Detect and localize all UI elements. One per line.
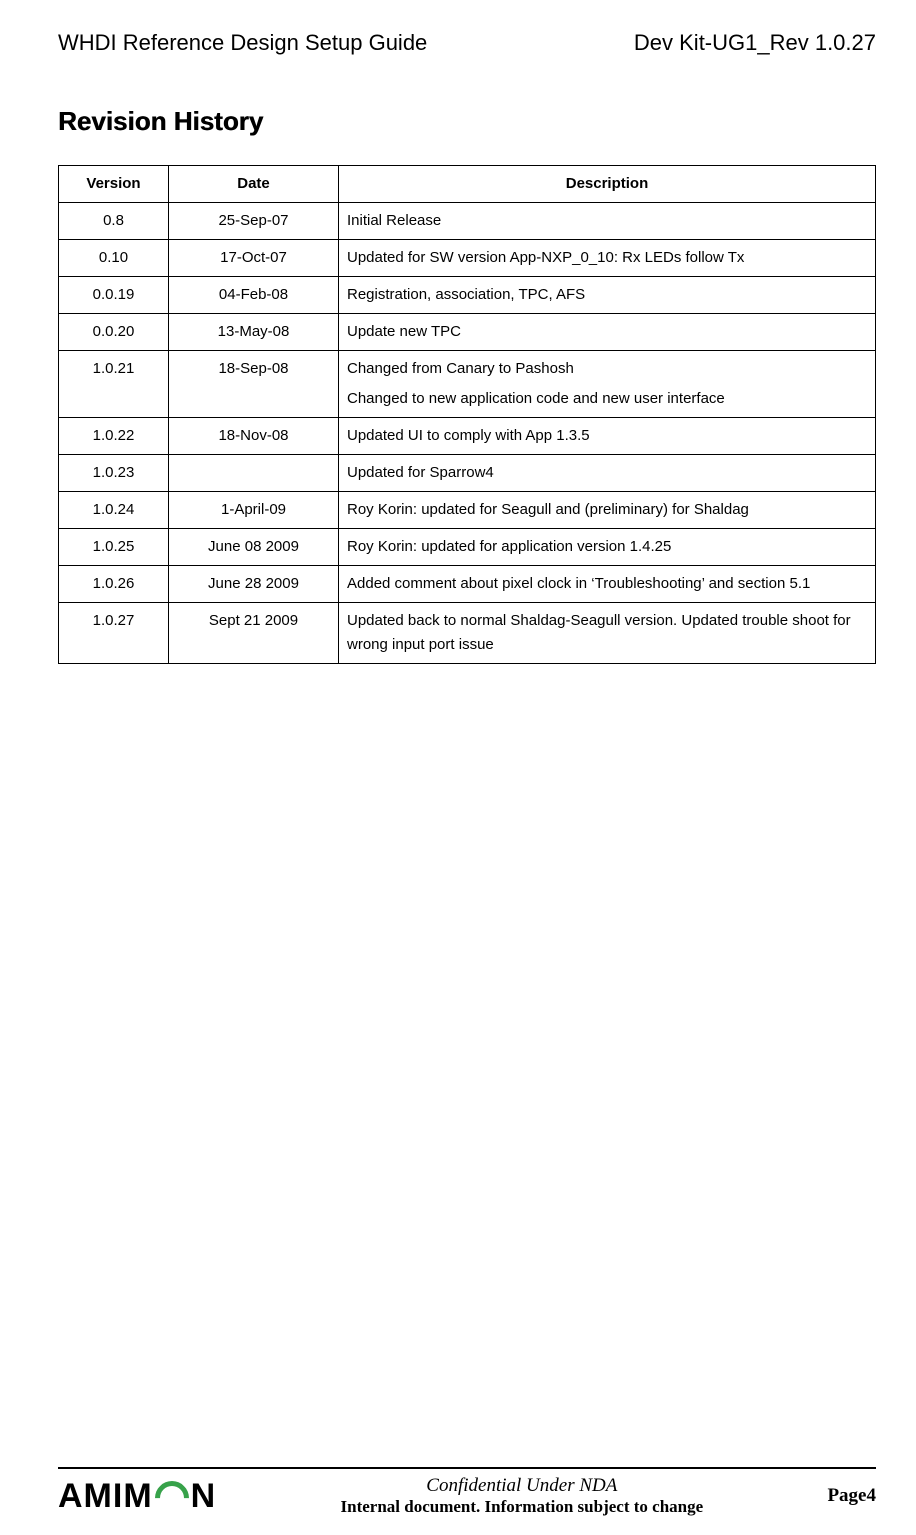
cell-version: 1.0.23	[59, 455, 169, 492]
page-header: WHDI Reference Design Setup Guide Dev Ki…	[58, 30, 876, 56]
cell-version: 1.0.26	[59, 566, 169, 603]
footer-divider	[58, 1467, 876, 1469]
cell-description: Updated UI to comply with App 1.3.5	[339, 418, 876, 455]
page: WHDI Reference Design Setup Guide Dev Ki…	[0, 0, 916, 1535]
cell-date	[169, 455, 339, 492]
table-row: 1.0.241-April-09 Roy Korin: updated for S…	[59, 492, 876, 529]
cell-description: Registration, association, TPC, AFS	[339, 277, 876, 314]
cell-date: Sept 21 2009	[169, 603, 339, 664]
table-row: 0.1017-Oct-07 Updated for SW version App-…	[59, 240, 876, 277]
cell-version: 0.8	[59, 203, 169, 240]
footer-row: AMIM N Confidential Under NDA Internal d…	[58, 1475, 876, 1517]
footer-internal-note: Internal document. Information subject t…	[216, 1497, 827, 1517]
amimon-logo: AMIM N	[58, 1477, 216, 1516]
cell-version: 0.0.20	[59, 314, 169, 351]
logo-text-right: N	[191, 1477, 217, 1516]
table-row: 0.0.2013-May-08 Update new TPC	[59, 314, 876, 351]
description-line: Changed to new application code and new …	[347, 387, 867, 411]
col-header-version: Version	[59, 166, 169, 203]
table-row: 1.0.25June 08 2009 Roy Korin: updated for…	[59, 529, 876, 566]
section-title: Revision History	[58, 106, 876, 137]
col-header-description: Description	[339, 166, 876, 203]
description-line: Registration, association, TPC, AFS	[347, 283, 867, 307]
table-row: 0.825-Sep-07 Initial Release	[59, 203, 876, 240]
cell-date: 1-April-09	[169, 492, 339, 529]
cell-date: June 08 2009	[169, 529, 339, 566]
cell-date: June 28 2009	[169, 566, 339, 603]
cell-version: 1.0.24	[59, 492, 169, 529]
cell-description: Roy Korin: updated for application versi…	[339, 529, 876, 566]
cell-description: Roy Korin: updated for Seagull and (prel…	[339, 492, 876, 529]
table-row: 1.0.27Sept 21 2009Updated back to normal…	[59, 603, 876, 664]
cell-date: 18-Nov-08	[169, 418, 339, 455]
cell-description: Updated for Sparrow4	[339, 455, 876, 492]
footer-page-number: Page4	[827, 1485, 876, 1507]
cell-date: 04-Feb-08	[169, 277, 339, 314]
cell-date: 25-Sep-07	[169, 203, 339, 240]
description-line: Updated for Sparrow4	[347, 461, 867, 485]
cell-description: Updated for SW version App-NXP_0_10: Rx …	[339, 240, 876, 277]
table-row: 1.0.2118-Sep-08Changed from Canary to Pa…	[59, 351, 876, 418]
header-right: Dev Kit-UG1_Rev 1.0.27	[634, 30, 876, 56]
cell-version: 0.0.19	[59, 277, 169, 314]
header-left: WHDI Reference Design Setup Guide	[58, 30, 427, 56]
cell-description: Initial Release	[339, 203, 876, 240]
cell-version: 1.0.27	[59, 603, 169, 664]
cell-description: Update new TPC	[339, 314, 876, 351]
footer-confidential: Confidential Under NDA	[216, 1475, 827, 1497]
table-row: 1.0.2218-Nov-08 Updated UI to comply with…	[59, 418, 876, 455]
cell-date: 17-Oct-07	[169, 240, 339, 277]
footer-center: Confidential Under NDA Internal document…	[216, 1475, 827, 1517]
description-line: Added comment about pixel clock in ‘Trou…	[347, 572, 867, 596]
description-line: Updated for SW version App-NXP_0_10: Rx …	[347, 246, 867, 270]
description-line: Changed from Canary to Pashosh	[347, 357, 867, 381]
description-line: Updated UI to comply with App 1.3.5	[347, 424, 867, 448]
description-line: Updated back to normal Shaldag-Seagull v…	[347, 609, 867, 657]
table-body: 0.825-Sep-07 Initial Release 0.1017-Oct-07…	[59, 203, 876, 664]
cell-version: 1.0.22	[59, 418, 169, 455]
logo-text-left: AMIM	[58, 1477, 153, 1516]
page-footer: AMIM N Confidential Under NDA Internal d…	[0, 1467, 916, 1517]
cell-version: 1.0.21	[59, 351, 169, 418]
table-row: 1.0.23 Updated for Sparrow4	[59, 455, 876, 492]
cell-description: Updated back to normal Shaldag-Seagull v…	[339, 603, 876, 664]
cell-version: 0.10	[59, 240, 169, 277]
table-row: 1.0.26June 28 2009 Added comment about pi…	[59, 566, 876, 603]
logo-ring-icon	[148, 1474, 196, 1522]
description-line: Roy Korin: updated for Seagull and (prel…	[347, 498, 867, 522]
cell-version: 1.0.25	[59, 529, 169, 566]
description-line: Roy Korin: updated for application versi…	[347, 535, 867, 559]
description-line: Initial Release	[347, 209, 867, 233]
cell-date: 18-Sep-08	[169, 351, 339, 418]
cell-date: 13-May-08	[169, 314, 339, 351]
cell-description: Changed from Canary to Pashosh Changed to…	[339, 351, 876, 418]
table-header-row: Version Date Description	[59, 166, 876, 203]
description-line: Update new TPC	[347, 320, 867, 344]
revision-history-table: Version Date Description 0.825-Sep-07 Ini…	[58, 165, 876, 664]
cell-description: Added comment about pixel clock in ‘Trou…	[339, 566, 876, 603]
table-row: 0.0.1904-Feb-08 Registration, association…	[59, 277, 876, 314]
col-header-date: Date	[169, 166, 339, 203]
